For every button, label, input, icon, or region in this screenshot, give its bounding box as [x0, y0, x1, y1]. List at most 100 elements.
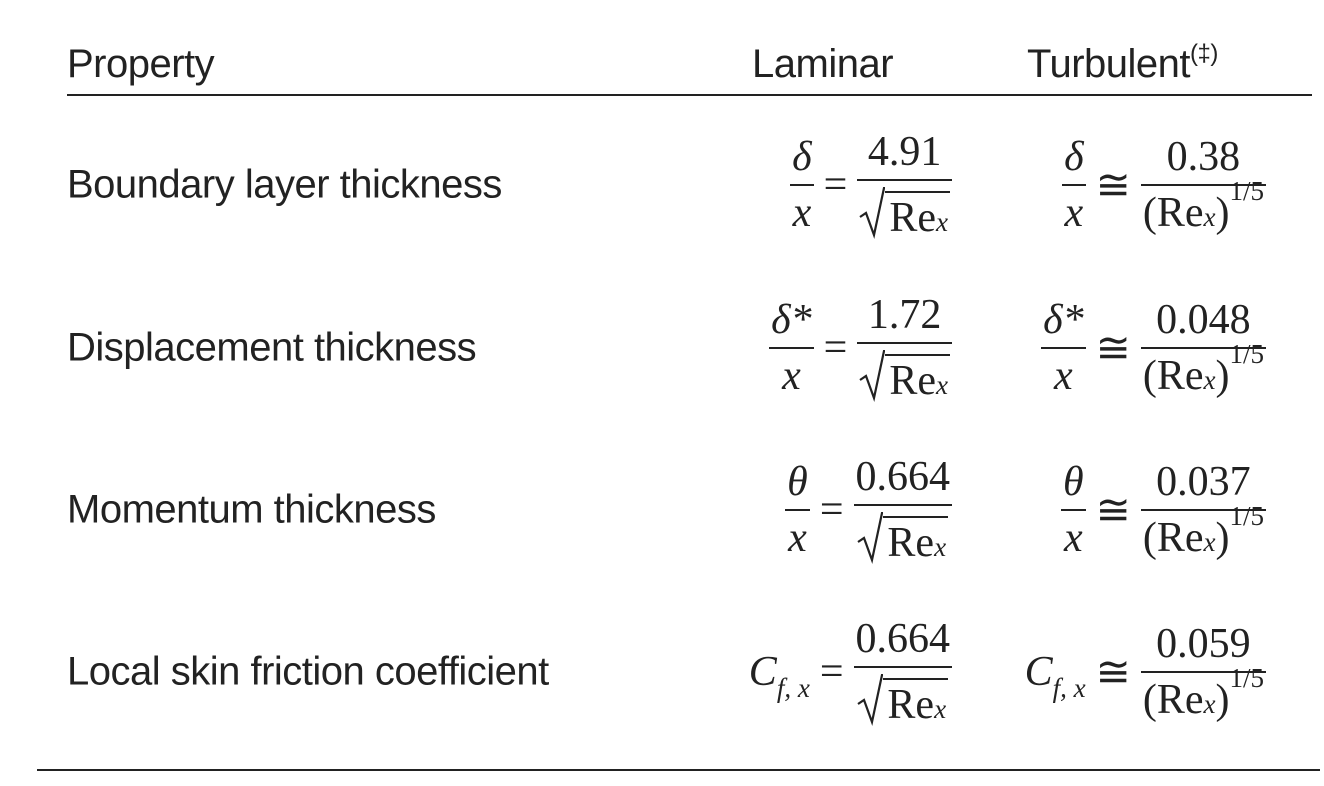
denominator: (Re x) 1/5: [1141, 341, 1266, 399]
fraction: δ* x: [1041, 299, 1086, 397]
denominator: (Re x) 1/5: [1141, 665, 1266, 723]
radical-sign: [857, 674, 884, 726]
relation: ≅: [1095, 488, 1131, 534]
den-base: Re: [887, 520, 935, 566]
denominator: x: [1063, 186, 1086, 234]
den-sub: x: [1203, 202, 1216, 232]
denominator: x: [786, 511, 809, 559]
den-close: ): [1215, 515, 1230, 561]
header-property: Property: [67, 42, 215, 86]
numerator: 0.059: [1154, 623, 1253, 671]
lhs-symbol: Cf, x: [1025, 648, 1086, 703]
numerator: 0.048: [1154, 299, 1253, 347]
den-base: Re: [1156, 190, 1204, 236]
fraction: 1.72 Re x: [857, 294, 952, 402]
fraction: 0.38(Re x) 1/5: [1140, 136, 1266, 236]
lhs-sub: f, x: [1052, 673, 1086, 703]
den-base: Re: [1156, 353, 1204, 399]
turbulent-formula: δ x ≅ 0.38(Re x) 1/5: [1062, 120, 1266, 250]
header-turbulent: Turbulent(‡): [1027, 40, 1218, 87]
numerator: 1.72: [866, 294, 944, 342]
radicand: Re x: [883, 516, 949, 566]
den-sub: x: [936, 370, 948, 400]
turbulent-formula: θ x ≅ 0.037(Re x) 1/5: [1061, 445, 1266, 575]
lhs-sub: f, x: [776, 673, 810, 703]
property: Local skin friction coefficient: [67, 649, 549, 694]
den-base: Re: [889, 195, 937, 241]
fraction: 0.664 Re x: [853, 456, 953, 564]
fraction-bar: [853, 666, 952, 668]
lhs-numerator: θ: [787, 459, 808, 505]
denominator: x: [1062, 511, 1085, 559]
laminar-formula: δ x = 4.91 Re x: [790, 120, 952, 250]
laminar-formula: δ* x = 1.72 Re x: [769, 283, 952, 413]
denominator: Re x: [855, 506, 950, 564]
lhs-numerator: δ*: [771, 297, 812, 343]
radical-sign: [859, 187, 886, 239]
den-sub: x: [934, 694, 947, 724]
relation: =: [823, 162, 848, 208]
bottom-rule: [37, 769, 1320, 771]
lhs-denominator: x: [1054, 353, 1073, 399]
fraction: 0.037(Re x) 1/5: [1140, 461, 1266, 561]
relation: =: [823, 325, 848, 371]
denominator: Re x: [855, 668, 950, 726]
numerator: δ*: [1041, 299, 1086, 347]
lhs-base: C: [748, 649, 777, 695]
fraction-bar: [1140, 347, 1266, 349]
rhs-numerator: 0.037: [1156, 459, 1251, 505]
den-sub: x: [934, 532, 947, 562]
square-root: Re x: [857, 674, 949, 726]
denominator: x: [1052, 349, 1075, 397]
den-sub: x: [1203, 527, 1216, 557]
fraction-bar: [1062, 184, 1086, 186]
den-sub: x: [1203, 365, 1216, 395]
den-open: (: [1142, 353, 1157, 399]
numerator: 0.037: [1154, 461, 1253, 509]
laminar-formula: θ x = 0.664 Re x: [785, 445, 952, 575]
rhs-numerator: 0.38: [1166, 134, 1241, 180]
laminar-formula: Cf, x = 0.664 Re x: [749, 607, 952, 737]
rhs-numerator: 1.72: [867, 292, 942, 338]
numerator: θ: [785, 461, 810, 509]
fraction: δ* x: [769, 299, 814, 397]
radicand: Re x: [885, 191, 950, 239]
denominator: x: [791, 186, 814, 234]
numerator: δ: [790, 136, 814, 184]
lhs-denominator: x: [1063, 515, 1083, 561]
numerator: δ*: [769, 299, 814, 347]
fraction-bar: [1061, 509, 1086, 511]
denominator: Re x: [857, 344, 952, 402]
numerator: 4.91: [866, 131, 944, 179]
den-sup: 1/5: [1229, 339, 1264, 369]
den-sup: 1/5: [1229, 501, 1264, 531]
lhs-symbol: Cf, x: [748, 648, 810, 703]
den-base: Re: [1156, 677, 1204, 723]
relation: ≅: [1095, 163, 1131, 209]
den-sup: 1/5: [1229, 176, 1264, 206]
rhs-numerator: 0.664: [855, 616, 951, 662]
rhs-numerator: 0.059: [1156, 621, 1251, 667]
property: Boundary layer thickness: [67, 162, 502, 207]
numerator: θ: [1061, 461, 1086, 509]
fraction-bar: [790, 184, 814, 186]
rhs-numerator: 0.048: [1156, 297, 1251, 343]
denominator: (Re x) 1/5: [1141, 503, 1266, 561]
radical-sign: [859, 350, 886, 402]
rhs-numerator: 0.664: [855, 454, 951, 500]
den-close: ): [1215, 677, 1230, 723]
relation: ≅: [1095, 650, 1131, 696]
numerator: 0.38: [1165, 136, 1243, 184]
square-root: Re x: [859, 187, 950, 239]
relation: =: [819, 649, 844, 695]
numerator: 0.664: [854, 456, 953, 504]
lhs-numerator: θ: [1063, 459, 1084, 505]
header-rule: [67, 94, 1312, 96]
denominator: (Re x) 1/5: [1141, 178, 1266, 236]
square-root: Re x: [859, 350, 950, 402]
fraction-bar: [857, 179, 952, 181]
